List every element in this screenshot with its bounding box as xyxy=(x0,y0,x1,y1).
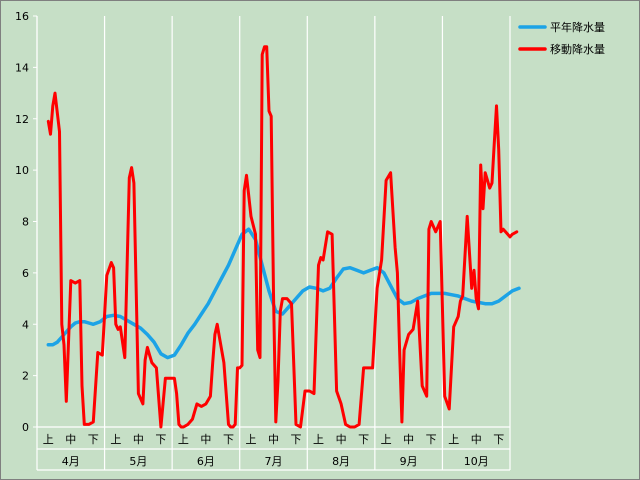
x-period-label: 中 xyxy=(471,433,482,446)
x-period-label: 上 xyxy=(178,433,189,446)
x-period-label: 下 xyxy=(493,433,504,446)
legend-label-2: 移動降水量 xyxy=(550,42,605,56)
x-period-label: 下 xyxy=(88,433,99,446)
y-tick-label: 2 xyxy=(22,370,29,383)
x-period-label: 下 xyxy=(426,433,437,446)
x-month-label: 10月 xyxy=(464,455,489,468)
x-period-label: 中 xyxy=(200,433,211,446)
legend-label-1: 平年降水量 xyxy=(550,20,605,34)
y-tick-label: 12 xyxy=(15,113,29,126)
x-period-label: 上 xyxy=(245,433,256,446)
x-period-label: 中 xyxy=(268,433,279,446)
x-month-label: 7月 xyxy=(265,455,283,468)
y-tick-label: 4 xyxy=(22,318,29,331)
x-month-label: 6月 xyxy=(197,455,215,468)
x-period-label: 下 xyxy=(291,433,302,446)
series-line-1 xyxy=(46,227,521,360)
x-period-label: 上 xyxy=(448,433,459,446)
x-period-label: 中 xyxy=(133,433,144,446)
x-month-label: 8月 xyxy=(332,455,350,468)
y-tick-label: 16 xyxy=(15,10,29,23)
series-line-2 xyxy=(46,45,519,429)
x-period-label: 上 xyxy=(313,433,324,446)
series-lines xyxy=(46,45,521,429)
x-axis: 上中下4月上中下5月上中下6月上中下7月上中下8月上中下9月上中下10月 xyxy=(37,426,510,471)
x-month-label: 5月 xyxy=(129,455,147,468)
x-period-label: 下 xyxy=(223,433,234,446)
x-period-label: 中 xyxy=(403,433,414,446)
y-tick-label: 0 xyxy=(22,421,29,434)
y-tick-label: 6 xyxy=(22,267,29,280)
x-period-label: 中 xyxy=(65,433,76,446)
x-period-label: 上 xyxy=(110,433,121,446)
x-period-label: 上 xyxy=(43,433,54,446)
y-axis: 0 2 4 6 8 10 12 14 16 xyxy=(15,10,38,434)
y-tick-label: 8 xyxy=(22,216,29,229)
x-period-label: 中 xyxy=(336,433,347,446)
x-period-label: 上 xyxy=(381,433,392,446)
y-tick-label: 10 xyxy=(15,164,29,177)
x-month-label: 9月 xyxy=(400,455,418,468)
x-period-label: 下 xyxy=(155,433,166,446)
x-month-label: 4月 xyxy=(62,455,80,468)
x-period-label: 下 xyxy=(358,433,369,446)
y-tick-label: 14 xyxy=(15,61,29,74)
